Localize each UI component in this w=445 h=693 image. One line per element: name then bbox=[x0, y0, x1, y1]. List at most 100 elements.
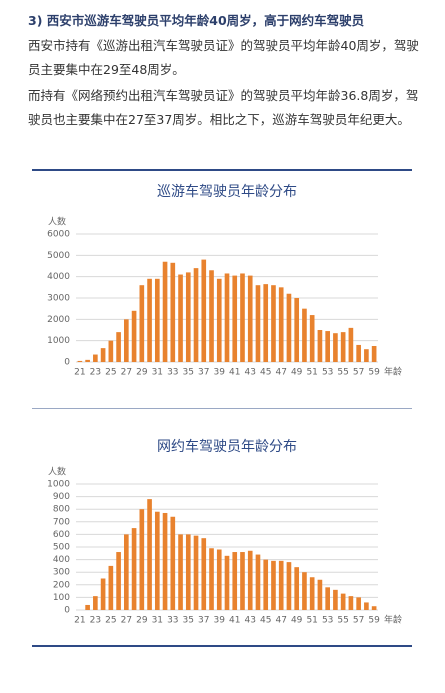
bar bbox=[271, 285, 276, 362]
bar bbox=[364, 349, 369, 362]
bar bbox=[108, 565, 114, 610]
y-tick-label: 200 bbox=[53, 580, 70, 590]
bar bbox=[178, 534, 183, 610]
bar bbox=[294, 298, 300, 362]
bar bbox=[302, 572, 307, 610]
x-tick-label: 55 bbox=[337, 616, 348, 626]
bar bbox=[162, 261, 168, 362]
heading: 3) 西安市巡游车驾驶员平均年龄40周岁，高于网约车驾驶员 bbox=[28, 13, 365, 28]
x-tick-label: 35 bbox=[183, 616, 194, 626]
y-tick-label: 900 bbox=[53, 492, 70, 502]
x-tick-label: 25 bbox=[105, 368, 116, 378]
x-tick-label: 33 bbox=[167, 368, 178, 378]
x-tick-label: 21 bbox=[74, 368, 85, 378]
bar bbox=[278, 287, 284, 362]
bar bbox=[271, 560, 276, 610]
y-axis-label: 人数 bbox=[48, 466, 66, 478]
y-tick-label: 6000 bbox=[47, 230, 70, 240]
bar bbox=[209, 548, 214, 610]
bar bbox=[232, 275, 238, 362]
y-tick-label: 300 bbox=[53, 568, 70, 578]
x-axis-label: 年龄 bbox=[384, 366, 402, 378]
bar bbox=[364, 602, 369, 610]
bar bbox=[240, 552, 245, 610]
bar bbox=[371, 346, 377, 362]
y-axis-label: 人数 bbox=[48, 216, 66, 228]
chart-title: 巡游车驾驶员年龄分布 bbox=[157, 183, 297, 200]
bar bbox=[340, 593, 346, 610]
x-tick-label: 33 bbox=[167, 616, 178, 626]
x-tick-label: 43 bbox=[245, 368, 256, 378]
bar bbox=[247, 550, 253, 610]
bar bbox=[201, 259, 207, 362]
bar bbox=[356, 597, 361, 610]
y-tick-label: 3000 bbox=[47, 294, 70, 304]
bar bbox=[333, 589, 338, 610]
y-tick-label: 2000 bbox=[47, 315, 70, 325]
x-tick-label: 35 bbox=[183, 368, 194, 378]
x-tick-label: 25 bbox=[105, 616, 116, 626]
x-tick-label: 43 bbox=[245, 616, 256, 626]
bar bbox=[294, 567, 300, 610]
y-tick-label: 700 bbox=[53, 517, 70, 527]
bar bbox=[224, 555, 230, 610]
bar bbox=[263, 559, 269, 610]
x-tick-label: 37 bbox=[198, 616, 209, 626]
x-tick-label: 41 bbox=[229, 616, 240, 626]
bar bbox=[216, 549, 222, 610]
x-tick-label: 37 bbox=[198, 368, 209, 378]
bar bbox=[255, 554, 261, 610]
y-tick-label: 5000 bbox=[47, 251, 70, 261]
x-tick-label: 39 bbox=[214, 368, 226, 378]
bar bbox=[201, 538, 207, 610]
bar bbox=[162, 512, 168, 610]
y-tick-label: 1000 bbox=[47, 336, 70, 346]
bar bbox=[77, 360, 83, 362]
bar bbox=[170, 516, 176, 610]
bar bbox=[116, 552, 121, 610]
bar bbox=[309, 315, 315, 362]
x-tick-label: 49 bbox=[291, 368, 303, 378]
bar bbox=[116, 332, 121, 362]
x-tick-label: 29 bbox=[136, 616, 148, 626]
bar bbox=[139, 285, 145, 362]
bar bbox=[356, 344, 361, 362]
y-tick-label: 0 bbox=[64, 606, 70, 616]
bar bbox=[100, 348, 106, 362]
bar bbox=[93, 354, 98, 362]
x-tick-label: 59 bbox=[368, 368, 380, 378]
bar bbox=[309, 577, 315, 610]
bar bbox=[286, 562, 292, 610]
bar bbox=[340, 332, 346, 362]
x-tick-label: 23 bbox=[90, 368, 101, 378]
bar bbox=[348, 327, 354, 362]
bar bbox=[185, 272, 191, 362]
x-tick-label: 47 bbox=[275, 368, 286, 378]
y-tick-label: 1000 bbox=[47, 480, 70, 490]
y-tick-label: 4000 bbox=[47, 272, 70, 282]
bar bbox=[255, 285, 261, 362]
x-tick-label: 27 bbox=[121, 616, 132, 626]
bar bbox=[154, 511, 160, 610]
bar bbox=[278, 560, 284, 610]
x-tick-label: 59 bbox=[368, 616, 380, 626]
bar bbox=[193, 535, 199, 610]
bar bbox=[85, 604, 90, 610]
bar bbox=[185, 534, 191, 610]
x-tick-label: 29 bbox=[136, 368, 148, 378]
x-tick-label: 21 bbox=[74, 616, 85, 626]
x-tick-label: 49 bbox=[291, 616, 303, 626]
bar bbox=[108, 340, 114, 362]
x-tick-label: 31 bbox=[152, 368, 163, 378]
x-tick-label: 23 bbox=[90, 616, 101, 626]
bar bbox=[263, 284, 269, 362]
bar bbox=[209, 270, 214, 362]
x-tick-label: 39 bbox=[214, 616, 226, 626]
x-tick-label: 45 bbox=[260, 368, 271, 378]
y-tick-label: 100 bbox=[53, 593, 70, 603]
y-tick-label: 500 bbox=[53, 543, 70, 553]
bar bbox=[170, 262, 176, 362]
x-tick-label: 51 bbox=[306, 368, 317, 378]
bar bbox=[124, 534, 129, 610]
